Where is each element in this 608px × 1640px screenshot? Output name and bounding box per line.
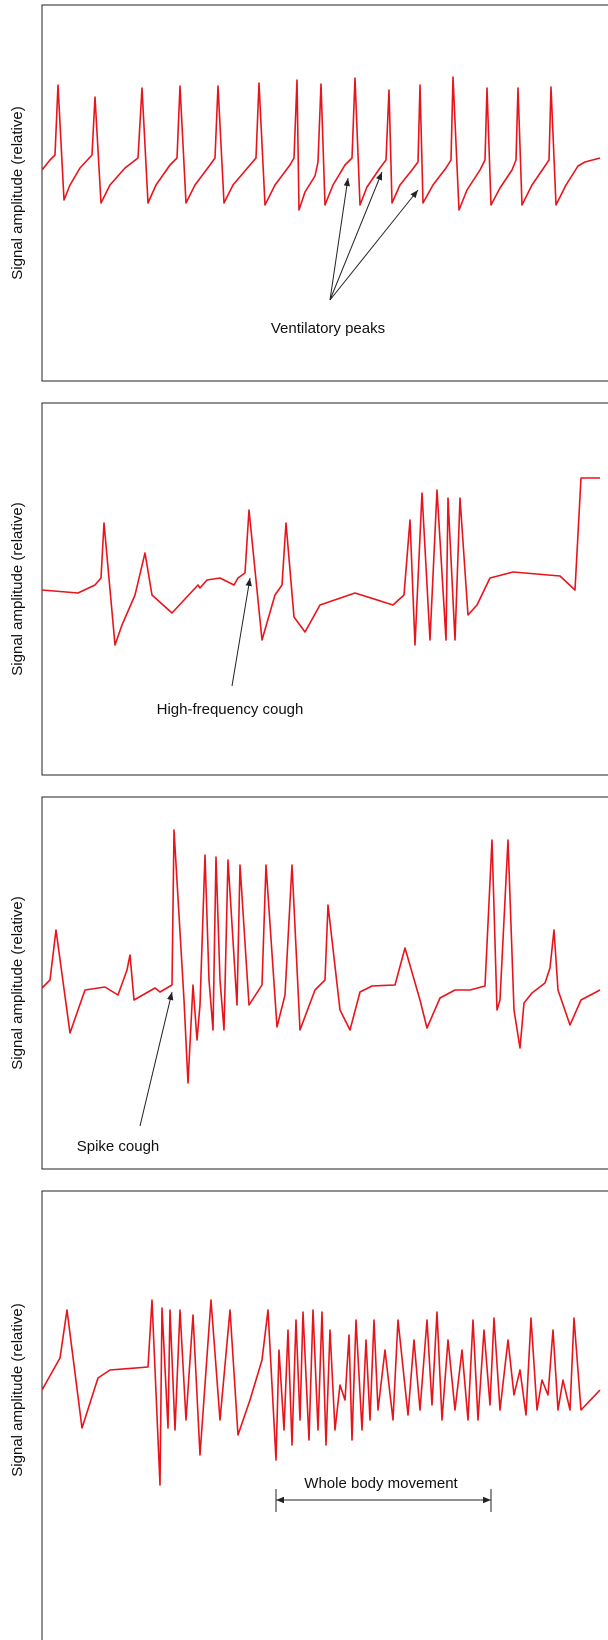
signal-trace	[41, 76, 601, 211]
annotation: Ventilatory peaks	[271, 320, 385, 337]
signal-trace	[41, 477, 600, 646]
y-axis-label: Signal amplitude (relative)	[9, 502, 26, 675]
panel: Signal amplitude (relative) Spike cough	[9, 796, 608, 1170]
panel-frame	[41, 796, 608, 1170]
panel-frame	[41, 4, 608, 382]
annotation-arrow	[329, 171, 383, 301]
annotation: Whole body movement	[304, 1475, 458, 1492]
annotation: High-frequency cough	[157, 701, 304, 718]
panel: Signal amplitude (relative) High-frequen…	[9, 402, 608, 776]
annotation: Spike cough	[77, 1138, 160, 1155]
annotation-arrow	[329, 177, 350, 301]
y-axis-label: Signal amplitude (relative)	[9, 1303, 26, 1476]
annotation-arrow	[329, 189, 419, 301]
signal-trace	[41, 1299, 601, 1486]
panel-frame	[41, 1190, 608, 1640]
panel-frame	[41, 402, 608, 776]
y-axis-label: Signal amplitude (relative)	[9, 896, 26, 1069]
annotation-arrow	[139, 991, 174, 1127]
annotation-arrow	[231, 577, 252, 687]
y-axis-label: Signal amplitude (relative)	[9, 106, 26, 279]
panel: Signal amplitude (relative) Whole body m…	[9, 1190, 608, 1640]
panel: Signal amplitude (relative) Ventilatory …	[9, 4, 608, 382]
signal-trace	[41, 829, 601, 1084]
